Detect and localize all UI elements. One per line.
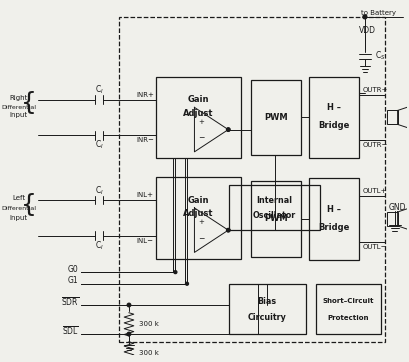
Bar [315,284,380,334]
Text: C$_I$: C$_I$ [94,84,103,96]
Text: +: + [198,219,204,225]
Text: C$_I$: C$_I$ [94,184,103,197]
Text: Differential: Differential [1,105,36,110]
Bar [228,284,305,334]
Text: Adjust: Adjust [183,109,213,118]
Circle shape [185,282,188,285]
Text: Bridge: Bridge [317,121,349,130]
Circle shape [362,15,366,19]
Text: Short–Circuit: Short–Circuit [322,298,373,304]
Circle shape [226,228,229,232]
Text: 300 k: 300 k [138,321,158,327]
Circle shape [226,128,229,131]
Circle shape [226,229,229,232]
Bar [308,178,358,260]
Text: PWM: PWM [263,113,287,122]
Text: C$_S$: C$_S$ [374,49,384,62]
Text: {: { [20,193,36,217]
Text: Gain: Gain [187,95,209,104]
Text: Oscillator: Oscillator [252,211,295,220]
Bar [250,181,300,257]
Circle shape [127,303,130,307]
Text: Internal: Internal [256,196,292,205]
Text: INR−: INR− [136,137,154,143]
Text: $\overline{\mathrm{SDL}}$: $\overline{\mathrm{SDL}}$ [62,325,79,337]
Text: Differential: Differential [1,206,36,211]
Text: Input: Input [10,215,28,220]
Text: Protection: Protection [327,315,369,321]
Text: G1: G1 [68,276,79,285]
Bar [156,77,240,158]
Bar [156,177,240,258]
Text: INL+: INL+ [136,192,153,198]
Text: Bias: Bias [257,297,276,306]
Text: VDD: VDD [358,26,375,35]
Text: 300 k: 300 k [138,350,158,356]
Text: −: − [198,133,204,142]
Text: C$_I$: C$_I$ [94,239,103,252]
Text: OUTR+: OUTR+ [362,87,387,93]
Bar [228,185,320,230]
Text: Input: Input [10,112,28,118]
Bar [308,77,358,158]
Text: C$_I$: C$_I$ [94,139,103,151]
Text: H –: H – [326,103,340,112]
Text: Bridge: Bridge [317,223,349,232]
Text: PWM: PWM [263,214,287,223]
Text: $\overline{\mathrm{SDR}}$: $\overline{\mathrm{SDR}}$ [61,296,79,308]
Text: Circuitry: Circuitry [247,313,286,323]
Text: OUTL+: OUTL+ [362,188,387,194]
Circle shape [226,128,229,131]
Bar [250,80,300,155]
Text: Left: Left [12,195,25,201]
Text: H –: H – [326,205,340,214]
Text: GND: GND [388,203,406,212]
Circle shape [127,332,130,336]
Circle shape [173,271,176,274]
Bar [386,212,397,226]
Text: G0: G0 [68,265,79,274]
Bar [119,17,384,342]
Text: to Battery: to Battery [360,10,395,16]
Text: OUTL−: OUTL− [362,244,387,249]
Text: INR+: INR+ [136,92,154,98]
Text: Gain: Gain [187,195,209,205]
Text: Adjust: Adjust [183,210,213,218]
Text: Right: Right [9,94,28,101]
Text: INL−: INL− [136,238,153,244]
Text: {: { [20,92,36,115]
Bar [386,110,397,125]
Text: OUTR−: OUTR− [362,142,387,148]
Text: −: − [198,234,204,243]
Text: +: + [198,119,204,125]
